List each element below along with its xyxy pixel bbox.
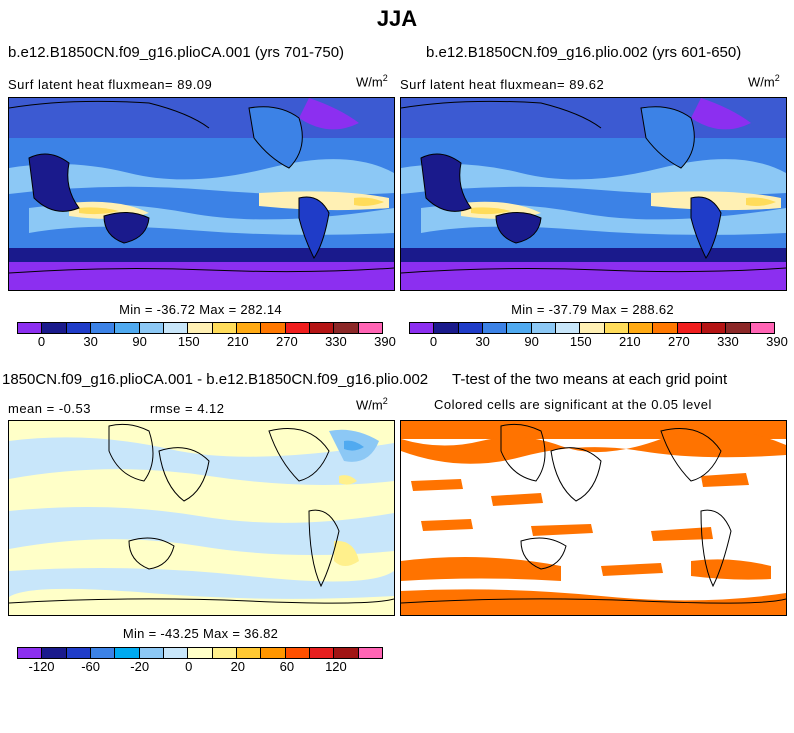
colorbar-swatch: [163, 323, 189, 333]
colorbar-tick-label: 390: [374, 334, 396, 349]
colorbar-swatch: [628, 323, 654, 333]
colorbar-swatch: [531, 323, 556, 333]
colorbar-swatch: [115, 648, 140, 658]
panel-3-map: [8, 420, 395, 616]
panel-1-title: b.e12.B1850CN.f09_g16.plioCA.001 (yrs 70…: [8, 44, 345, 61]
panel-1-subtitle: Surf latent heat fluxmean= 89.09: [8, 77, 213, 92]
panel-1-colorbar: [17, 322, 383, 334]
colorbar-tick-label: 30: [83, 334, 98, 349]
colorbar-swatch: [677, 323, 702, 333]
colorbar-swatch: [580, 323, 605, 333]
panel-2-units: W/m2: [748, 73, 780, 90]
colorbar-swatch: [653, 323, 678, 333]
colorbar-tick-label: 0: [185, 659, 193, 674]
colorbar-tick-label: -60: [81, 659, 100, 674]
colorbar-swatch: [42, 323, 67, 333]
colorbar-swatch: [701, 323, 727, 333]
panel-2-minmax: Min = -37.79 Max = 288.62: [511, 302, 674, 317]
panel-4-title: T-test of the two means at each grid poi…: [452, 371, 728, 388]
colorbar-swatch: [236, 323, 262, 333]
panel-4-map: [400, 420, 787, 616]
panel-1-map: [8, 97, 395, 291]
colorbar-swatch: [42, 648, 67, 658]
colorbar-swatch: [66, 323, 91, 333]
colorbar-tick-label: 150: [569, 334, 592, 349]
colorbar-swatch: [115, 323, 140, 333]
panel-2-subtitle: Surf latent heat fluxmean= 89.62: [400, 77, 605, 92]
colorbar-tick-label: 330: [325, 334, 347, 349]
panel-3-title: 1850CN.f09_g16.plioCA.001 - b.e12.B1850C…: [2, 371, 429, 388]
colorbar-swatch: [334, 648, 359, 658]
colorbar-swatch: [482, 323, 508, 333]
colorbar-tick-label: 60: [279, 659, 295, 674]
colorbar-swatch: [726, 323, 751, 333]
panel-3-mean: mean = -0.53: [8, 401, 91, 416]
panel-3-minmax: Min = -43.25 Max = 36.82: [122, 626, 279, 641]
colorbar-tick-label: 330: [717, 334, 739, 349]
colorbar-swatch: [309, 323, 335, 333]
colorbar-swatch: [604, 323, 629, 333]
colorbar-swatch: [139, 323, 164, 333]
colorbar-swatch: [458, 323, 483, 333]
colorbar-swatch: [334, 323, 359, 333]
colorbar-tick-label: -20: [130, 659, 150, 674]
colorbar-tick-label: 120: [325, 659, 347, 674]
colorbar-swatch: [188, 648, 213, 658]
colorbar-tick-label: 90: [132, 334, 147, 349]
colorbar-tick-label: 270: [668, 334, 690, 349]
panel-4-field: [401, 421, 786, 615]
panel-2-field: [401, 98, 786, 290]
colorbar-swatch: [18, 323, 43, 333]
colorbar-tick-label: 210: [618, 334, 641, 349]
panel-2-map: [400, 97, 787, 291]
colorbar-tick-label: 20: [230, 659, 246, 674]
panel-1-minmax: Min = -36.72 Max = 282.14: [119, 302, 282, 317]
colorbar-tick-label: 150: [177, 334, 200, 349]
colorbar-tick-label: 30: [475, 334, 490, 349]
panel-3-colorbar: [17, 647, 383, 659]
figure-title: JJA: [376, 6, 418, 31]
colorbar-swatch: [358, 648, 382, 658]
panel-4-subtitle: Colored cells are significant at the 0.0…: [434, 397, 712, 412]
colorbar-tick-label: 390: [766, 334, 788, 349]
colorbar-swatch: [410, 323, 435, 333]
colorbar-swatch: [261, 648, 286, 658]
colorbar-swatch: [90, 323, 116, 333]
colorbar-tick-label: 90: [524, 334, 539, 349]
colorbar-tick-label: 210: [226, 334, 249, 349]
colorbar-swatch: [261, 323, 286, 333]
colorbar-swatch: [90, 648, 116, 658]
panel-2-title: b.e12.B1850CN.f09_g16.plio.002 (yrs 601-…: [426, 44, 742, 61]
colorbar-swatch: [188, 323, 213, 333]
colorbar-swatch: [507, 323, 532, 333]
colorbar-swatch: [555, 323, 581, 333]
panel-2-colorbar: [409, 322, 775, 334]
colorbar-tick-label: 270: [276, 334, 298, 349]
panel-1-colorbar-ticks: 0 30 90 150 210 270 330 390: [17, 334, 396, 352]
colorbar-swatch: [358, 323, 382, 333]
panel-3-field: [9, 423, 394, 604]
panel-3-rmse: rmse = 4.12: [150, 401, 225, 416]
colorbar-swatch: [285, 648, 310, 658]
panel-1-units: W/m2: [356, 73, 388, 90]
panel-2-colorbar-ticks: 0 30 90 150 210 270 330 390: [409, 334, 788, 352]
colorbar-swatch: [139, 648, 164, 658]
colorbar-swatch: [212, 323, 237, 333]
colorbar-swatch: [285, 323, 310, 333]
panel-3-units: W/m2: [356, 396, 388, 413]
colorbar-swatch: [163, 648, 189, 658]
colorbar-swatch: [212, 648, 237, 658]
panel-1-field: [9, 98, 394, 290]
colorbar-tick-label: 0: [37, 334, 46, 349]
colorbar-swatch: [66, 648, 91, 658]
colorbar-swatch: [309, 648, 335, 658]
colorbar-swatch: [434, 323, 459, 333]
colorbar-swatch: [236, 648, 262, 658]
colorbar-tick-label: -120: [28, 659, 55, 674]
colorbar-swatch: [18, 648, 43, 658]
colorbar-tick-label: 0: [429, 334, 438, 349]
panel-3-colorbar-ticks: -120 -60 -20 0 20 60 120: [17, 659, 385, 677]
colorbar-swatch: [750, 323, 774, 333]
